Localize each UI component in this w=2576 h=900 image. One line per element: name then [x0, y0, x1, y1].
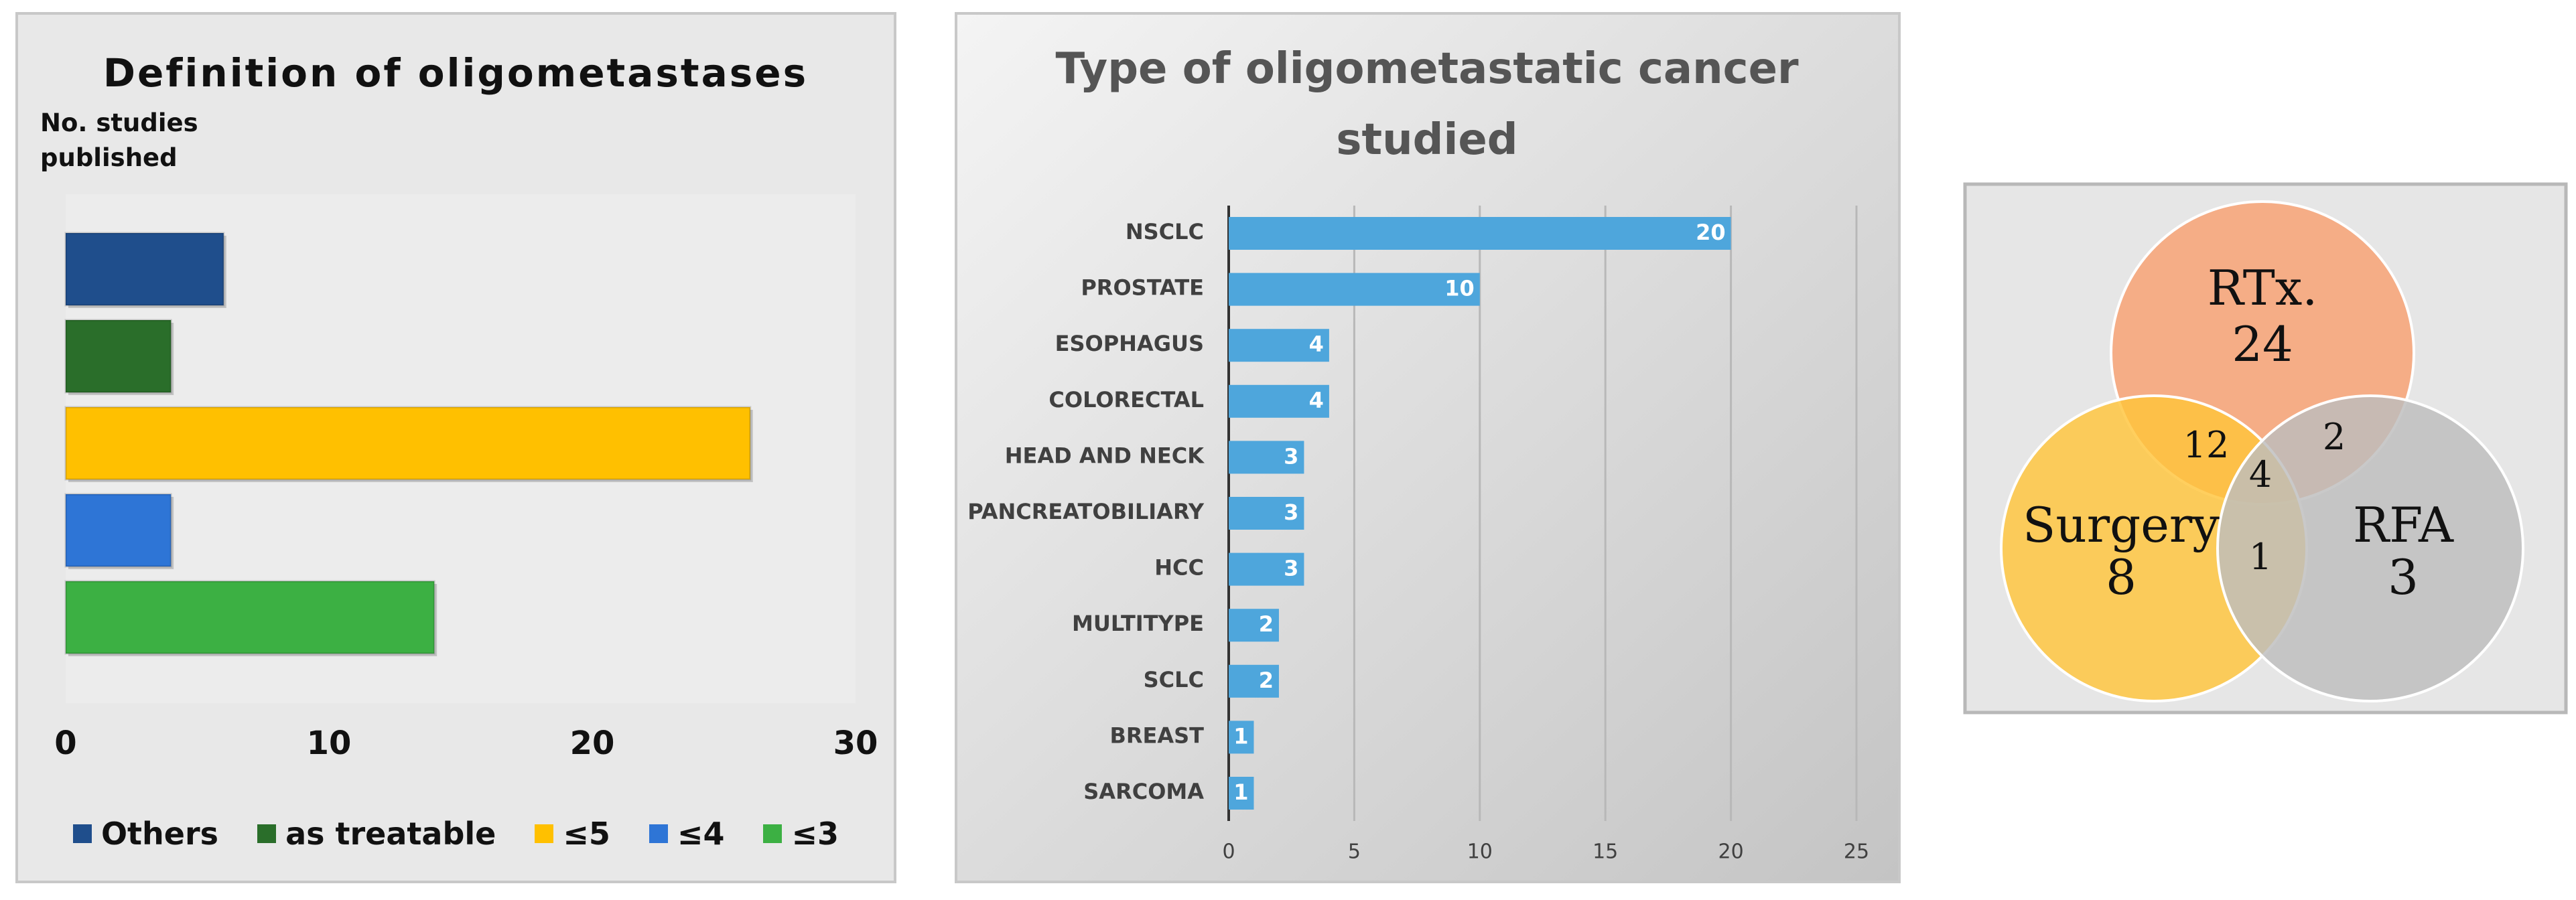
- x-tick-label: 20: [570, 725, 615, 762]
- text-box: Type of oligometastatic cancer studied: [1055, 44, 1799, 165]
- chart-title: Type of oligometastatic cancer studied: [1055, 44, 1799, 165]
- bar: [1229, 664, 1279, 698]
- set-name: Surgery: [2023, 497, 2220, 553]
- value-label: 4: [1309, 331, 1324, 357]
- bar: [1229, 329, 1329, 362]
- legend-swatch: [649, 824, 668, 843]
- y-tick-label: ESOPHAGUS: [1055, 331, 1204, 356]
- bar: [1229, 721, 1254, 754]
- value-label: 2: [1259, 668, 1274, 693]
- legend-item: ≤5: [535, 816, 610, 852]
- legend-swatch: [72, 824, 92, 843]
- overlap-value: 1: [2249, 536, 2272, 578]
- x-tick-label: 15: [1592, 840, 1618, 864]
- value-label: 1: [1233, 723, 1248, 749]
- value-label: 3: [1284, 556, 1298, 581]
- legend-label: Others: [100, 816, 219, 852]
- value-label: 1: [1233, 779, 1248, 805]
- y-tick-label: PANCREATOBILIARY: [967, 499, 1205, 524]
- x-tick-label: 0: [54, 725, 76, 762]
- y-tick-label: BREAST: [1109, 723, 1204, 748]
- overlap-value: 4: [2249, 453, 2272, 496]
- chart-title: Definition of oligometastases: [103, 50, 808, 96]
- x-tick-label: 20: [1718, 840, 1744, 864]
- legend-swatch: [535, 824, 554, 843]
- panel-2: [955, 12, 1901, 883]
- text-box: No. studies published: [40, 108, 198, 172]
- bar: [64, 493, 172, 568]
- legend: Others as treatable ≤5 ≤4 ≤3: [17, 804, 895, 864]
- overlap-value: 12: [2183, 424, 2230, 466]
- x-tick-label: 10: [307, 725, 352, 762]
- x-tick-label: 10: [1467, 840, 1493, 864]
- text-box: Others as treatable ≤5 ≤4 ≤3: [17, 804, 895, 864]
- bar: [64, 232, 225, 307]
- y-tick-label: SCLC: [1144, 667, 1204, 692]
- legend-item: ≤3: [763, 816, 839, 852]
- y-tick-label: NSCLC: [1126, 219, 1204, 244]
- set-value: 24: [2232, 316, 2293, 372]
- y-tick-label: COLORECTAL: [1048, 387, 1204, 412]
- set-circle: [2216, 394, 2524, 702]
- legend-label: ≤4: [677, 816, 725, 852]
- legend-swatch: [763, 824, 783, 843]
- bar: [1229, 552, 1304, 586]
- x-tick-label: 30: [833, 725, 878, 762]
- y-tick-label: SARCOMA: [1083, 779, 1204, 804]
- legend-label: ≤5: [563, 816, 610, 852]
- bar: [1229, 497, 1304, 530]
- x-tick-label: 25: [1844, 840, 1869, 864]
- y-tick-label: HEAD AND NECK: [1005, 443, 1205, 468]
- bar: [64, 319, 172, 394]
- bar: [1229, 777, 1254, 810]
- value-label: 3: [1284, 500, 1298, 525]
- y-axis-label: No. studies published: [40, 108, 198, 172]
- legend-item: Others: [72, 816, 219, 852]
- set-value: 8: [2106, 549, 2137, 605]
- set-value: 3: [2388, 549, 2419, 605]
- legend-label: as treatable: [285, 816, 496, 852]
- bar: [1229, 273, 1480, 306]
- set-name: RTx.: [2208, 260, 2317, 316]
- bar: [1229, 441, 1304, 474]
- value-label: 2: [1259, 611, 1274, 637]
- bar: [64, 580, 435, 655]
- x-tick-label: 5: [1348, 840, 1361, 864]
- value-label: 10: [1444, 276, 1475, 301]
- bar: [1229, 384, 1329, 418]
- value-label: 20: [1696, 220, 1726, 245]
- legend-swatch: [257, 824, 277, 843]
- set-name: RFA: [2353, 497, 2454, 553]
- bar: [1229, 217, 1731, 250]
- bar: [64, 406, 752, 481]
- y-tick-label: HCC: [1154, 555, 1204, 581]
- value-label: 4: [1309, 388, 1324, 413]
- legend-label: ≤3: [791, 816, 839, 852]
- y-tick-label: PROSTATE: [1081, 275, 1204, 301]
- legend-item: ≤4: [649, 816, 725, 852]
- overlap-value: 2: [2323, 416, 2346, 458]
- x-tick-label: 0: [1222, 840, 1235, 864]
- value-label: 3: [1284, 443, 1298, 469]
- legend-item: as treatable: [257, 816, 496, 852]
- bar: [1229, 609, 1279, 642]
- y-tick-label: MULTITYPE: [1072, 611, 1204, 636]
